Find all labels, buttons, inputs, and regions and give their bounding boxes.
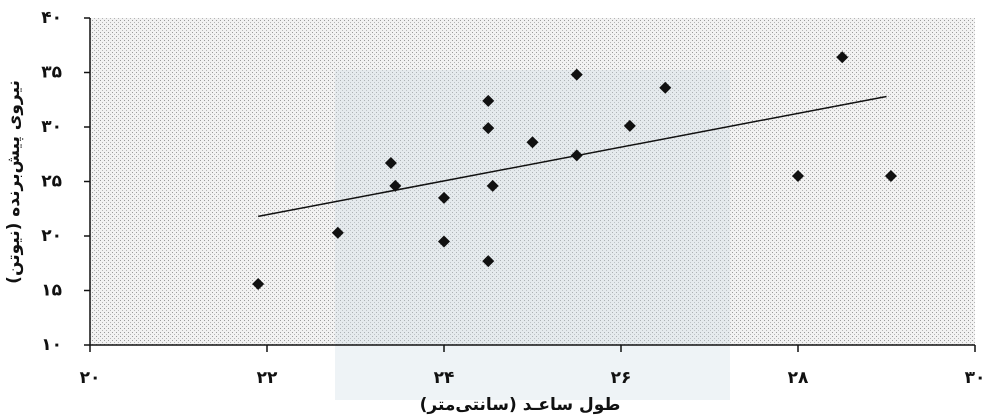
- watermark: [335, 70, 730, 400]
- x-tick-label: ۳۰: [965, 368, 985, 388]
- y-tick-label: ۲۵: [41, 172, 62, 192]
- y-tick-label: ۳۵: [41, 63, 62, 83]
- point: [623, 119, 636, 132]
- y-tick-label: ۳۰: [41, 117, 62, 137]
- point: [482, 94, 495, 107]
- x-tick-label: ۲۰: [80, 368, 101, 388]
- point: [570, 68, 583, 81]
- x-tick-label: ۲۴: [434, 368, 455, 388]
- x-tick-label: ۲۸: [788, 368, 809, 388]
- point: [384, 156, 397, 169]
- trend-line: [258, 95, 887, 218]
- point: [792, 170, 804, 183]
- y-tick-label: ۱۵: [41, 281, 62, 301]
- point: [331, 226, 344, 239]
- x-axis-label: طول ساعـد (سانتی‌متر): [420, 395, 621, 415]
- y-axis-label: نیروی پیش‌برنده (نیوتن): [4, 80, 24, 284]
- y-tick-label: ۴۰: [41, 8, 62, 28]
- point: [884, 170, 897, 183]
- plot-area: [90, 18, 975, 345]
- point: [482, 122, 495, 135]
- point: [389, 179, 402, 192]
- y-tick-label: ۱۰: [41, 335, 62, 355]
- point: [438, 191, 450, 204]
- point: [438, 235, 450, 248]
- point: [482, 255, 495, 268]
- point: [526, 136, 539, 149]
- point: [486, 179, 499, 192]
- y-tick-label: ۲۰: [41, 226, 62, 246]
- point: [659, 81, 672, 94]
- point: [252, 277, 265, 290]
- point: [836, 51, 849, 64]
- x-tick-label: ۲۶: [611, 368, 632, 388]
- x-tick-label: ۲۲: [257, 368, 278, 388]
